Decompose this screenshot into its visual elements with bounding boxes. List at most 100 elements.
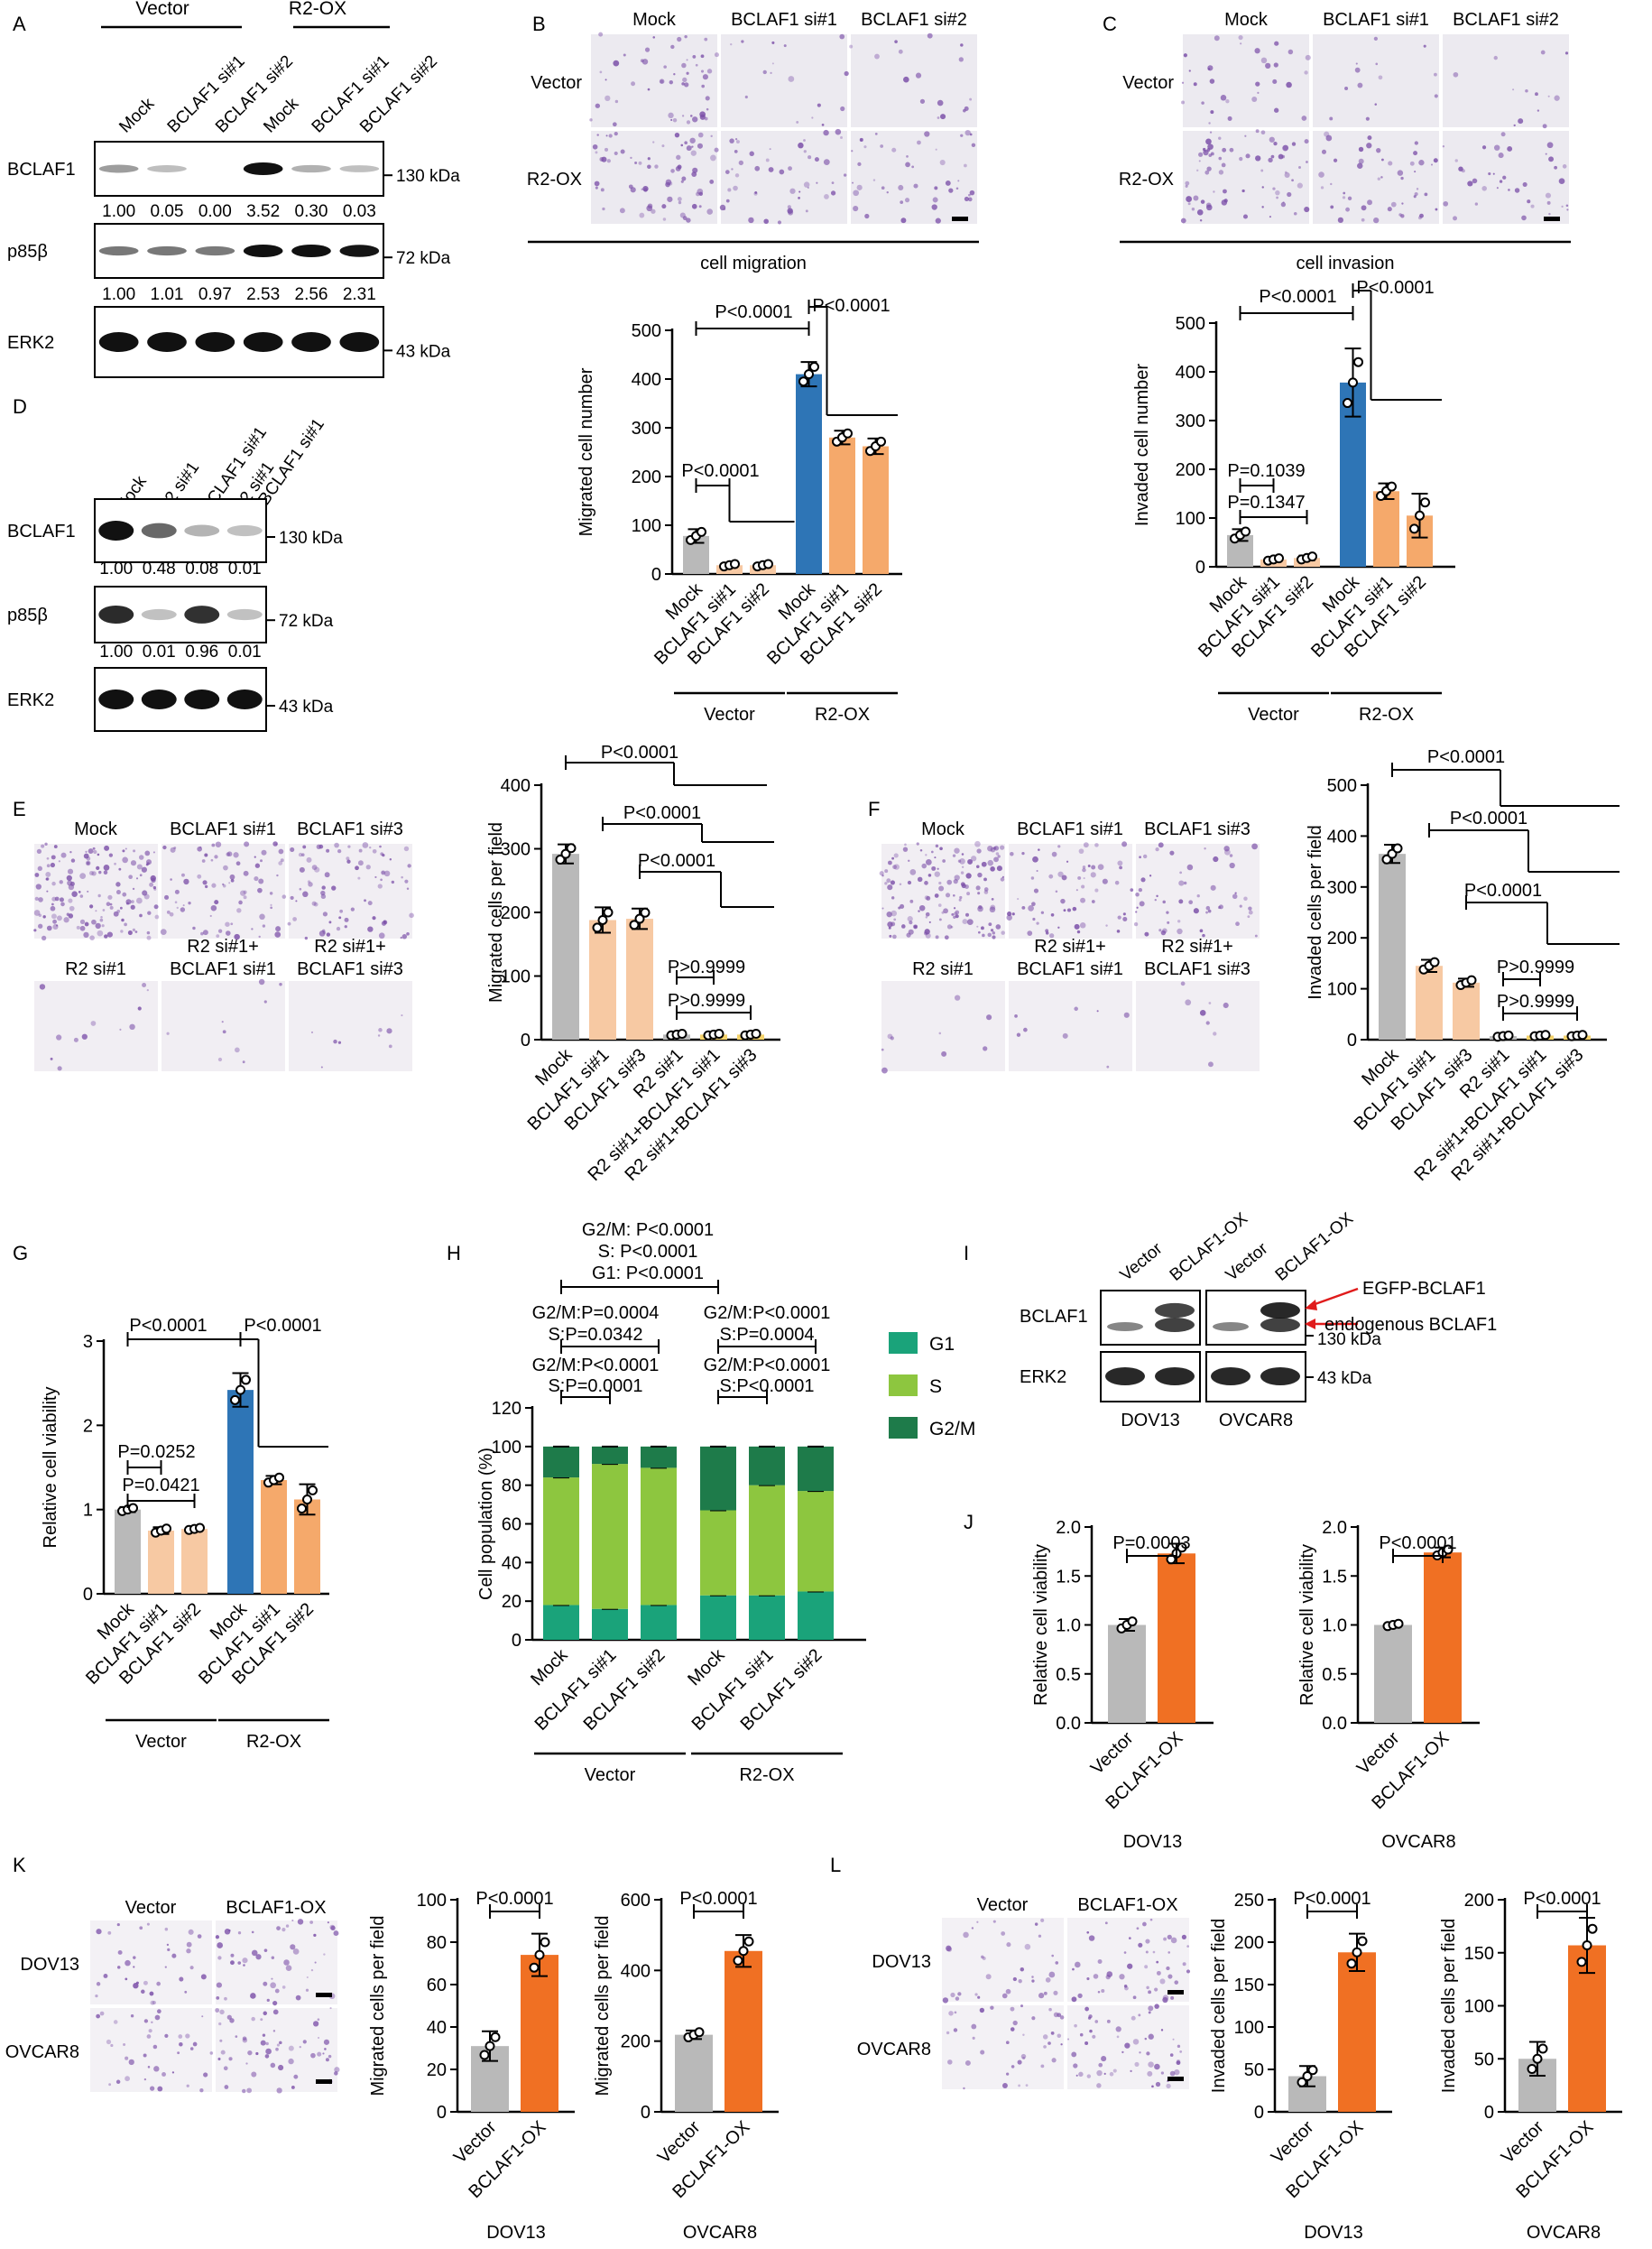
stained-cell	[777, 220, 782, 225]
stained-cell	[41, 935, 47, 941]
stained-cell	[305, 1988, 309, 1992]
stained-cell	[614, 151, 618, 155]
stained-cell	[188, 901, 191, 905]
stained-cell	[1181, 1934, 1186, 1939]
stained-cell	[925, 854, 928, 856]
stained-cell	[1005, 1988, 1011, 1994]
stained-cell	[322, 929, 326, 932]
stained-cell	[258, 935, 261, 939]
stained-cell	[945, 180, 951, 186]
stained-cell	[1210, 110, 1214, 115]
stained-cell	[59, 897, 64, 902]
stained-cell	[369, 846, 372, 849]
stained-cell	[146, 935, 152, 940]
y-axis-label: Migrated cells per field	[486, 822, 506, 1003]
stained-cell	[258, 978, 265, 986]
stained-cell	[1213, 190, 1215, 193]
stained-cell	[1208, 1002, 1212, 1004]
blot-band	[184, 606, 220, 624]
stained-cell	[1128, 1937, 1131, 1939]
stained-cell	[1320, 186, 1324, 190]
stained-cell	[129, 1023, 135, 1031]
stained-cell	[951, 912, 955, 916]
stained-cell	[185, 2033, 190, 2039]
stained-cell	[934, 186, 938, 190]
stained-cell	[272, 2000, 278, 2006]
stained-cell	[217, 2057, 221, 2061]
stained-cell	[1199, 1009, 1206, 1016]
bar	[863, 446, 889, 574]
stained-cell	[1304, 139, 1309, 144]
stained-cell	[959, 895, 963, 900]
panel-F-images-bottom	[881, 981, 1260, 1074]
stained-cell	[1048, 1971, 1056, 1978]
stained-cell	[1254, 48, 1260, 54]
blot-band	[1260, 1302, 1300, 1319]
stained-cell	[1243, 896, 1248, 901]
bar-segment-S	[749, 1485, 785, 1596]
data-point	[485, 2041, 495, 2051]
stained-cell	[1269, 136, 1275, 143]
stained-cell	[69, 850, 72, 854]
quant-value: 0.05	[151, 202, 184, 221]
stained-cell	[946, 1947, 953, 1952]
stained-cell	[1205, 905, 1211, 911]
y-tick-label: 2	[83, 1416, 93, 1436]
blot-band	[1155, 1367, 1195, 1385]
stained-cell	[1381, 158, 1384, 162]
stained-cell	[310, 1031, 314, 1033]
stained-cell	[261, 849, 267, 856]
stained-cell	[1365, 116, 1370, 121]
stained-cell	[1040, 911, 1045, 914]
stained-cell	[164, 2033, 169, 2038]
stained-cell	[938, 881, 942, 885]
quant-value: 0.01	[143, 643, 176, 662]
y-tick-label: 0	[83, 1585, 93, 1605]
stained-cell	[291, 1919, 294, 1922]
stained-cell	[110, 2043, 114, 2048]
stained-cell	[961, 865, 964, 868]
data-point	[592, 922, 603, 933]
stained-cell	[1084, 2041, 1089, 2046]
y-tick-label: 0	[641, 2103, 651, 2123]
panel-letter-A: A	[13, 13, 26, 35]
stained-cell	[1010, 2006, 1015, 2012]
stained-cell	[646, 205, 653, 212]
data-point	[1241, 526, 1251, 537]
stained-cell	[714, 147, 719, 153]
stained-cell	[817, 103, 821, 107]
stained-cell	[1138, 887, 1143, 893]
stained-cell	[263, 1948, 268, 1952]
marker-label: 43 kDa	[396, 342, 451, 361]
stained-cell	[121, 918, 125, 922]
blot-band	[98, 245, 139, 256]
blot-band	[339, 245, 380, 257]
marker-label: 72 kDa	[396, 249, 451, 268]
micrograph-tile	[162, 981, 285, 1071]
quant-value: 1.00	[102, 285, 135, 304]
column-label: Mock	[74, 819, 118, 839]
panel-E-images-bottom	[34, 978, 412, 1071]
stained-cell	[210, 858, 214, 862]
stained-cell	[686, 120, 691, 125]
stained-cell	[322, 2052, 325, 2055]
data-point	[308, 1485, 318, 1495]
stained-cell	[383, 920, 386, 923]
stained-cell	[320, 1066, 323, 1069]
stained-cell	[320, 890, 326, 896]
stained-cell	[83, 853, 89, 859]
stained-cell	[909, 921, 913, 925]
stained-cell	[377, 884, 383, 889]
stained-cell	[992, 930, 996, 935]
stained-cell	[1548, 156, 1555, 162]
y-axis-label: Migrated cells per field	[368, 1915, 388, 2096]
stained-cell	[814, 157, 819, 162]
stained-cell	[1081, 884, 1085, 889]
column-label: R2 si#1+	[314, 937, 386, 957]
stained-cell	[381, 870, 386, 875]
stained-cell	[918, 904, 926, 912]
data-point	[241, 1374, 251, 1385]
stained-cell	[1423, 44, 1426, 48]
stained-cell	[980, 2050, 985, 2055]
